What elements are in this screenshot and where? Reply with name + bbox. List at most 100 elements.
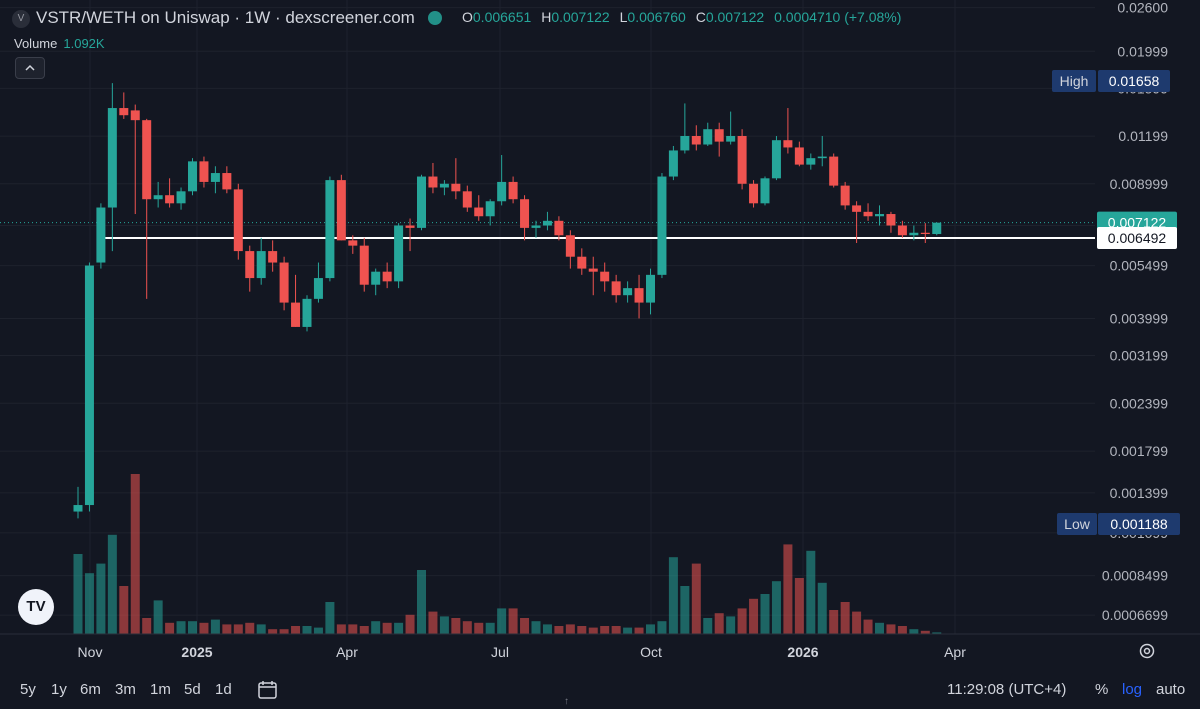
candle-body[interactable]	[371, 271, 381, 285]
candle-body[interactable]	[394, 225, 404, 282]
candle-body[interactable]	[909, 232, 919, 236]
candle-body[interactable]	[565, 235, 575, 257]
candle-body[interactable]	[897, 225, 907, 236]
candle-body[interactable]	[600, 271, 610, 282]
candle-body[interactable]	[165, 195, 175, 204]
candle-body[interactable]	[771, 140, 781, 179]
timeframe-1d-button[interactable]: 1d	[215, 681, 232, 698]
candle-body[interactable]	[497, 181, 507, 202]
reference-price-tag[interactable]	[1097, 227, 1177, 249]
candle-body[interactable]	[336, 180, 346, 241]
candle-body[interactable]	[222, 173, 232, 190]
visibility-dot-icon[interactable]	[428, 11, 442, 25]
timeframe-6m-button[interactable]: 6m	[80, 681, 101, 698]
candle-body[interactable]	[508, 181, 518, 200]
candle-body[interactable]	[657, 176, 667, 275]
candle-body[interactable]	[920, 232, 930, 235]
candle-body[interactable]	[520, 199, 530, 228]
candle-body[interactable]	[577, 256, 587, 269]
candle-body[interactable]	[680, 135, 690, 151]
timeframe-5y-button[interactable]: 5y	[20, 681, 36, 698]
candle-body[interactable]	[852, 205, 862, 212]
candle-body[interactable]	[96, 207, 106, 263]
timeframe-1y-button[interactable]: 1y	[51, 681, 67, 698]
auto-scale-button[interactable]: auto	[1156, 681, 1186, 698]
candle-body[interactable]	[210, 173, 220, 182]
candle-body[interactable]	[405, 225, 415, 228]
candle-body[interactable]	[554, 220, 564, 236]
candle-body[interactable]	[153, 195, 163, 200]
candle-body[interactable]	[119, 108, 129, 116]
high-label: High	[1060, 73, 1089, 89]
collapse-legend-button[interactable]	[15, 57, 45, 79]
candle-body[interactable]	[611, 281, 621, 296]
candle-body[interactable]	[348, 240, 358, 246]
timeframe-3m-button[interactable]: 3m	[115, 681, 136, 698]
candle-body[interactable]	[840, 185, 850, 206]
candle-body[interactable]	[73, 505, 83, 512]
log-scale-button[interactable]: log	[1122, 681, 1143, 698]
candle-body[interactable]	[233, 189, 243, 252]
candle-body[interactable]	[829, 156, 839, 186]
candle-body[interactable]	[817, 156, 827, 159]
candle-body[interactable]	[726, 135, 736, 142]
candle-body[interactable]	[199, 161, 209, 182]
drag-handle-icon[interactable]: ↑	[564, 696, 569, 707]
candle-body[interactable]	[634, 288, 644, 303]
candle-body[interactable]	[760, 178, 770, 204]
candle-body[interactable]	[256, 251, 266, 279]
candle-body[interactable]	[382, 271, 392, 282]
candle-body[interactable]	[863, 211, 873, 217]
tradingview-logo[interactable]: TV	[18, 589, 54, 625]
candle-body[interactable]	[325, 180, 335, 279]
percent-scale-button[interactable]: %	[1095, 681, 1109, 698]
candle-body[interactable]	[668, 150, 678, 177]
candle-body[interactable]	[542, 220, 552, 226]
candle-body[interactable]	[623, 288, 633, 296]
candle-body[interactable]	[646, 274, 655, 303]
candle-body[interactable]	[886, 214, 896, 226]
candle-body[interactable]	[749, 183, 759, 204]
candle-body[interactable]	[417, 176, 426, 228]
timeframe-1m-button[interactable]: 1m	[150, 681, 171, 698]
candle-body[interactable]	[932, 222, 942, 235]
candle-body[interactable]	[130, 110, 140, 121]
timeframe-5d-button[interactable]: 5d	[184, 681, 201, 698]
candle-body[interactable]	[245, 251, 255, 279]
candle-body[interactable]	[268, 251, 278, 263]
candle-body[interactable]	[531, 225, 541, 228]
candle-body[interactable]	[142, 120, 152, 200]
gear-icon[interactable]	[1138, 642, 1156, 660]
candle-body[interactable]	[783, 140, 793, 148]
candle-body[interactable]	[485, 201, 495, 217]
candle-body[interactable]	[302, 298, 312, 327]
candle-body[interactable]	[279, 262, 289, 303]
candle-body[interactable]	[313, 278, 323, 299]
candle-body[interactable]	[451, 183, 461, 192]
candle-body[interactable]	[794, 147, 804, 165]
volume-bar	[623, 627, 633, 634]
candle-body[interactable]	[691, 135, 701, 145]
candle-body[interactable]	[737, 135, 747, 184]
candle-body[interactable]	[588, 268, 598, 272]
volume-bar	[760, 594, 770, 634]
candle-body[interactable]	[428, 176, 438, 188]
candle-body[interactable]	[359, 245, 369, 285]
candle-body[interactable]	[188, 161, 197, 192]
candle-body[interactable]	[462, 191, 472, 208]
candle-body[interactable]	[439, 183, 449, 188]
candle-body[interactable]	[84, 265, 94, 506]
candle-body[interactable]	[703, 129, 713, 145]
candle-body[interactable]	[474, 207, 484, 217]
candle-body[interactable]	[714, 129, 724, 142]
candle-body[interactable]	[107, 108, 117, 208]
candle-body[interactable]	[176, 191, 186, 204]
volume-bar	[245, 622, 255, 634]
volume-bar	[703, 618, 713, 634]
calendar-range-icon[interactable]	[257, 680, 279, 700]
volume-bar	[313, 627, 323, 634]
candle-body[interactable]	[291, 302, 301, 327]
candle-body[interactable]	[875, 214, 884, 217]
candle-body[interactable]	[806, 158, 816, 165]
